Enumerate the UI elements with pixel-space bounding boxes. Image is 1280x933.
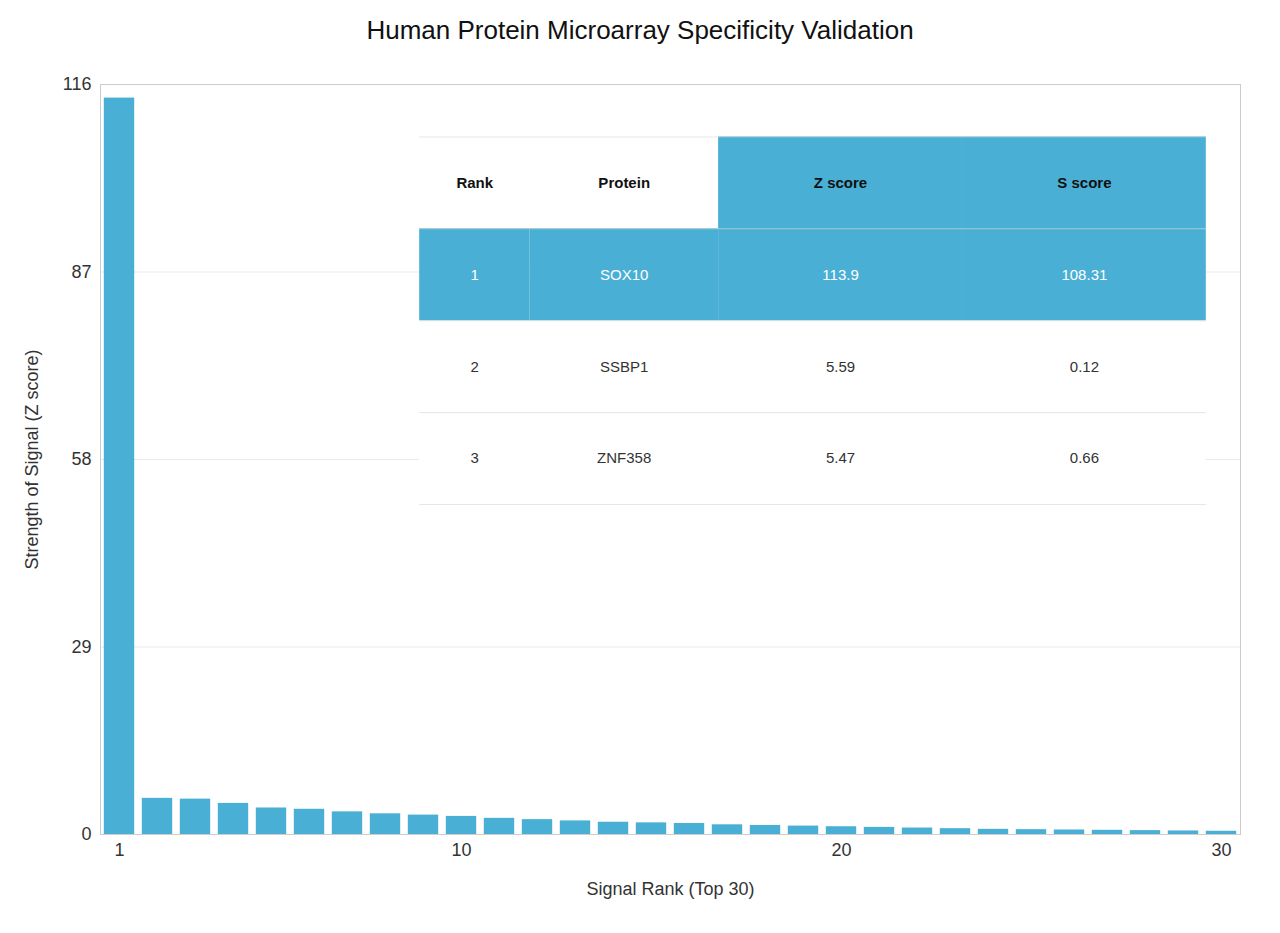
svg-text:SOX10: SOX10 — [600, 266, 648, 283]
svg-text:SSBP1: SSBP1 — [600, 357, 648, 374]
svg-text:108.31: 108.31 — [1061, 266, 1107, 283]
svg-text:1: 1 — [114, 840, 124, 860]
svg-text:20: 20 — [831, 840, 851, 860]
svg-text:5.59: 5.59 — [826, 357, 855, 374]
svg-text:S score: S score — [1057, 174, 1111, 191]
svg-text:3: 3 — [471, 449, 479, 466]
svg-text:0.66: 0.66 — [1070, 449, 1099, 466]
svg-text:2: 2 — [471, 357, 479, 374]
svg-text:58: 58 — [71, 449, 91, 469]
svg-text:0: 0 — [81, 824, 91, 844]
svg-text:ZNF358: ZNF358 — [597, 449, 651, 466]
svg-text:116: 116 — [63, 74, 92, 94]
svg-text:10: 10 — [451, 840, 471, 860]
svg-text:30: 30 — [1211, 840, 1231, 860]
svg-text:Protein: Protein — [598, 174, 650, 191]
svg-text:5.47: 5.47 — [826, 449, 855, 466]
svg-text:Signal Rank (Top 30): Signal Rank (Top 30) — [586, 879, 754, 899]
svg-text:87: 87 — [71, 262, 91, 282]
svg-text:29: 29 — [71, 637, 91, 657]
svg-text:Strength of Signal (Z score): Strength of Signal (Z score) — [22, 349, 42, 569]
svg-text:1: 1 — [471, 266, 479, 283]
svg-text:Z score: Z score — [814, 174, 867, 191]
svg-text:0.12: 0.12 — [1070, 357, 1099, 374]
svg-text:Rank: Rank — [456, 174, 493, 191]
svg-text:113.9: 113.9 — [822, 266, 858, 283]
html-text:Human Protein Microarray Speci: Human Protein Microarray Specificity Val… — [366, 15, 914, 45]
